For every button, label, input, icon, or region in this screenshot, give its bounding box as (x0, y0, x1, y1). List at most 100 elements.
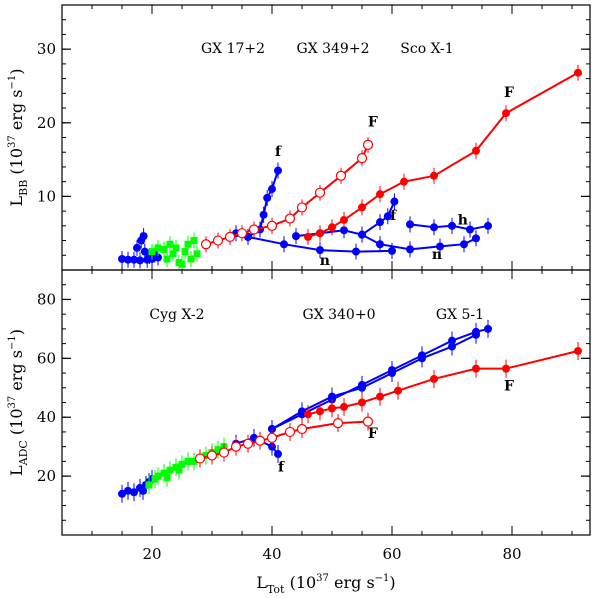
top-annotation: n (320, 253, 330, 269)
x-tick-label: 40 (262, 545, 281, 563)
data-point (160, 469, 168, 477)
data-point (448, 221, 456, 230)
data-point (388, 369, 396, 378)
x-tick-label: 20 (142, 545, 161, 563)
data-point (430, 223, 438, 232)
data-point (160, 245, 168, 253)
data-point (202, 452, 210, 459)
data-point (383, 212, 392, 221)
xlabel-units-sup: −1 (375, 573, 390, 584)
data-point (154, 253, 162, 262)
data-point (340, 215, 348, 224)
bottom-series (145, 437, 228, 494)
data-point (230, 441, 242, 452)
top-source-label: Sco X-1 (400, 41, 453, 57)
data-point (466, 225, 474, 234)
data-point (274, 166, 282, 175)
data-point (242, 438, 254, 449)
top-series (304, 64, 582, 245)
data-point (292, 232, 300, 241)
series-line (307, 71, 579, 238)
ylabel-close: ) (7, 69, 26, 75)
data-point (328, 392, 336, 401)
data-point (394, 386, 402, 395)
data-point (502, 364, 510, 373)
ylabel-units: erg s (7, 90, 26, 136)
data-point (194, 453, 206, 464)
data-point (124, 486, 132, 495)
data-point (175, 466, 183, 474)
xlabel-units: erg s (329, 573, 375, 592)
ylabel-units-sup: −1 (7, 335, 18, 350)
data-point (200, 239, 212, 250)
data-point (472, 234, 480, 243)
data-point (178, 260, 186, 268)
bottom-source-label: GX 340+0 (303, 307, 376, 323)
data-point (154, 244, 162, 252)
top-annotation: n (432, 247, 442, 263)
data-point (352, 247, 360, 256)
data-point (163, 255, 171, 263)
data-point (388, 246, 396, 255)
bottom-annotation: F (504, 379, 514, 395)
data-point (316, 229, 324, 238)
data-point (206, 450, 218, 461)
ylabel-units: erg s (7, 350, 26, 396)
data-point (358, 203, 366, 212)
data-point (124, 255, 132, 264)
ylabel-sub: ADC (17, 440, 30, 466)
top-series (244, 228, 396, 260)
data-point (340, 226, 348, 235)
data-point (248, 224, 260, 235)
ylabel-main: L (7, 195, 26, 206)
data-point (296, 423, 308, 435)
data-point (460, 240, 468, 249)
data-point (254, 435, 266, 446)
data-point (400, 177, 408, 186)
data-point (172, 244, 180, 252)
data-point (266, 432, 278, 443)
top-panel: 10 20 30 LBB (1037 erg s−1) GX 17+2 GX 349+2 S… (7, 4, 591, 271)
data-point (266, 220, 278, 231)
top-ytick-label: 20 (37, 114, 56, 132)
data-point (484, 324, 492, 333)
bottom-series (304, 341, 582, 424)
data-point (304, 410, 312, 419)
data-point (236, 228, 248, 239)
data-point (274, 450, 282, 459)
data-point (430, 374, 438, 383)
top-plot-area (118, 64, 582, 270)
data-point (390, 197, 399, 206)
data-point (376, 240, 384, 249)
data-point (139, 232, 148, 241)
data-point (472, 364, 480, 373)
data-point (574, 346, 582, 355)
bottom-series (194, 412, 374, 468)
data-point (280, 240, 288, 249)
data-point (181, 248, 189, 256)
bottom-source-label: GX 5-1 (436, 307, 484, 323)
top-series (406, 216, 492, 238)
data-point (263, 193, 272, 202)
top-series (358, 226, 480, 258)
data-point (145, 481, 153, 489)
ylabel-rest: (10 (7, 408, 26, 440)
data-point (332, 418, 344, 429)
data-point (316, 246, 324, 255)
data-point (224, 231, 236, 242)
xlabel-close: ) (389, 573, 395, 592)
ylabel-sup: 37 (7, 396, 18, 409)
bottom-ylabel: LADC (1037 erg s−1) (7, 329, 30, 476)
data-point (574, 68, 582, 77)
data-point (376, 190, 384, 199)
bottom-series (268, 325, 480, 438)
data-point (178, 460, 186, 468)
bottom-ytick-label: 40 (37, 408, 56, 426)
data-point (136, 256, 144, 265)
data-point (502, 109, 510, 118)
data-point (406, 220, 414, 229)
data-point (169, 250, 177, 258)
xlabel-sup: 37 (316, 573, 329, 584)
data-point (356, 153, 368, 164)
